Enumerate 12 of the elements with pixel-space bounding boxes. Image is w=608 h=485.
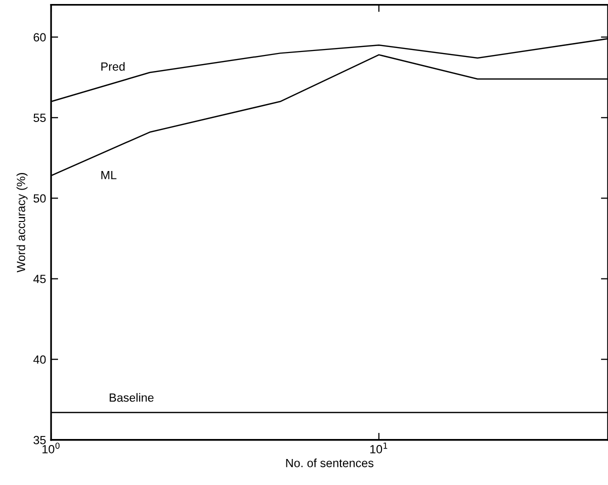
y-tick-label: 35 (34, 436, 46, 444)
ref-line-label: Baseline (110, 393, 154, 402)
y-tick-label: 45 (33, 274, 46, 284)
x-tick-label: 10$^{1}$ (370, 442, 388, 454)
y-axis-title: Word accuracy (%) (16, 173, 28, 272)
y-tick-label: 40 (33, 355, 46, 364)
y-tick-label: 60 (34, 33, 46, 42)
series-label: Pred (101, 62, 125, 71)
y-tick-label: 50 (34, 194, 46, 203)
x-axis-title: No. of sentences (286, 458, 374, 468)
series-label: ML (101, 171, 116, 180)
y-tick-label: 55 (34, 114, 46, 122)
